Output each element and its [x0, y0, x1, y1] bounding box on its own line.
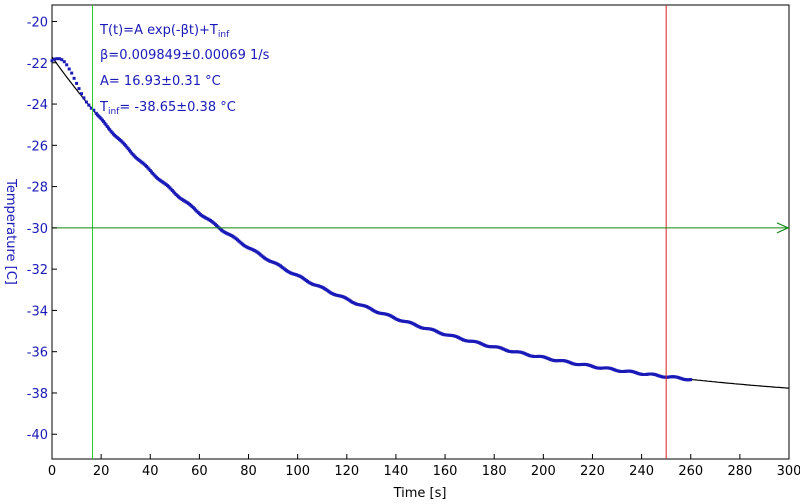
x-tick-label: 0: [48, 464, 56, 479]
data-point: [77, 87, 81, 91]
x-tick-label: 220: [580, 464, 605, 479]
x-tick-label: 240: [629, 464, 654, 479]
y-tick-label: -24: [27, 98, 48, 113]
x-tick-label: 20: [93, 464, 110, 479]
data-point: [89, 106, 93, 110]
amplitude-label: A= 16.93±0.31 °C: [100, 74, 221, 89]
beta-label: β=0.009849±0.00069 1/s: [100, 48, 270, 63]
data-point: [67, 67, 71, 71]
y-tick-label: -38: [27, 387, 48, 402]
formula-label: T(t)=A exp(-βt)+Tinf: [99, 23, 230, 40]
data-point: [104, 123, 108, 127]
x-tick-label: 120: [334, 464, 359, 479]
y-tick-label: -32: [27, 263, 48, 278]
data-point: [60, 58, 64, 62]
x-tick-label: 260: [678, 464, 703, 479]
data-point: [50, 59, 54, 63]
y-tick-label: -28: [27, 181, 48, 196]
x-tick-label: 300: [777, 464, 800, 479]
data-point: [127, 148, 131, 152]
data-point: [65, 63, 69, 67]
data-point: [84, 100, 88, 104]
data-point: [80, 92, 83, 96]
data-point: [72, 76, 76, 80]
x-tick-label: 40: [142, 464, 159, 479]
x-tick-label: 200: [531, 464, 556, 479]
tinf-prefix: T: [99, 100, 108, 115]
x-axis-ticks: 0 20 40 60 80 100 120 140 160 180 200 220 240 260 280 3…: [48, 454, 800, 479]
data-point: [82, 96, 86, 100]
data-point: [53, 57, 56, 61]
tinf-value: = -38.65±0.38 °C: [119, 100, 235, 115]
x-tick-label: 280: [727, 464, 752, 479]
x-tick-label: 180: [482, 464, 507, 479]
data-point: [107, 126, 110, 130]
fit-annotation: T(t)=A exp(-βt)+Tinf β=0.009849±0.00069 …: [99, 23, 270, 117]
data-point: [62, 60, 66, 64]
x-tick-label: 100: [285, 464, 310, 479]
data-point: [57, 57, 61, 61]
data-point: [102, 120, 106, 124]
data-point: [105, 125, 109, 128]
x-tick-label: 60: [191, 464, 208, 479]
data-point: [689, 378, 693, 382]
y-tick-label: -40: [27, 428, 48, 443]
formula-main: T(t)=A exp(-βt)+T: [99, 23, 218, 38]
y-tick-label: -34: [27, 304, 48, 319]
level-arrow-icon: [776, 222, 790, 234]
x-tick-label: 80: [240, 464, 257, 479]
tinf-subscript: inf: [108, 107, 120, 117]
y-axis-title: Temperature [C]: [3, 178, 18, 285]
formula-subscript: inf: [218, 30, 230, 40]
y-axis-ticks: -20 -22 -24 -26 -28 -30 -32 -34 -36 -38 -40: [27, 16, 57, 443]
data-point: [94, 111, 98, 115]
x-tick-label: 140: [384, 464, 409, 479]
data-point: [55, 57, 59, 61]
y-tick-label: -30: [27, 222, 48, 237]
x-tick-label: 160: [433, 464, 458, 479]
data-point: [70, 71, 74, 75]
y-tick-label: -26: [27, 139, 48, 154]
data-point: [103, 121, 107, 125]
plot-marks: [50, 5, 790, 459]
y-tick-label: -20: [27, 16, 48, 31]
data-point: [92, 108, 96, 112]
x-axis-title: Time [s]: [393, 486, 447, 501]
tinf-label: Tinf= -38.65±0.38 °C: [99, 100, 236, 117]
data-point: [87, 103, 91, 107]
data-point: [108, 128, 112, 132]
y-tick-label: -36: [27, 346, 48, 361]
y-tick-label: -22: [27, 57, 48, 72]
data-point: [75, 81, 79, 85]
